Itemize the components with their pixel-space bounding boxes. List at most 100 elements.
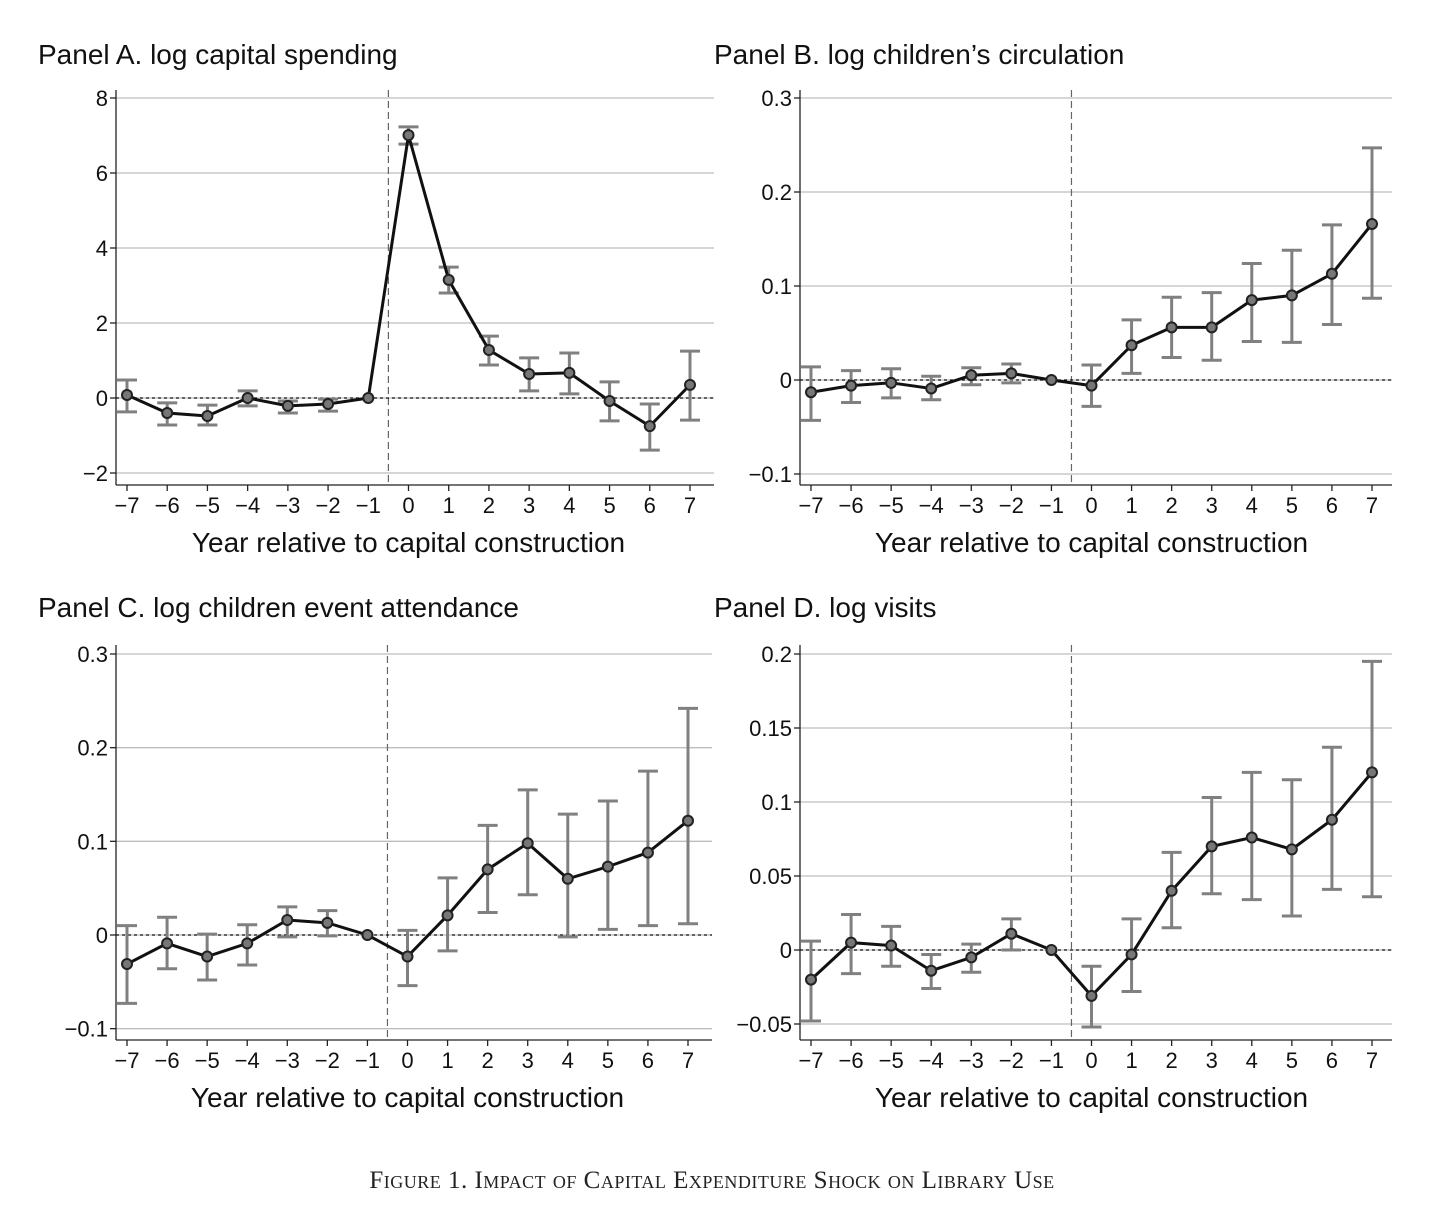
- data-point: [885, 939, 898, 952]
- data-point: [161, 407, 174, 419]
- data-point: [601, 860, 614, 873]
- panel-title: Panel C. log children event attendance: [38, 592, 519, 623]
- x-tick-label: 1: [443, 493, 455, 518]
- data-point: [925, 964, 938, 977]
- panel-title: Panel A. log capital spending: [38, 39, 398, 70]
- data-point: [1366, 766, 1378, 779]
- x-tick-label: 3: [523, 493, 535, 518]
- y-tick-label: 0.2: [761, 642, 792, 667]
- series-line: [809, 771, 1374, 999]
- y-tick-label: −0.05: [736, 1012, 792, 1037]
- y-tick-label: 0.3: [77, 642, 108, 667]
- x-tick-label: −4: [235, 1048, 260, 1073]
- y-tick-label: 0.15: [749, 716, 792, 741]
- data-point: [361, 929, 374, 941]
- x-tick-label: 2: [482, 1048, 494, 1073]
- panel-title: Panel D. log visits: [714, 592, 937, 623]
- data-point: [1005, 367, 1018, 380]
- x-tick-label: 3: [1206, 1048, 1218, 1073]
- data-point: [241, 937, 254, 950]
- x-tick-label: −5: [879, 1048, 904, 1073]
- x-tick-label: 4: [1246, 1048, 1258, 1073]
- data-point: [1245, 831, 1258, 844]
- data-point: [965, 951, 978, 964]
- x-tick-label: 7: [1366, 1048, 1378, 1073]
- data-point: [1165, 884, 1178, 897]
- y-tick-label: 0.1: [761, 274, 792, 299]
- x-tick-label: −1: [355, 1048, 380, 1073]
- x-tick-label: 7: [684, 493, 696, 518]
- y-tick-label: 0.1: [761, 790, 792, 815]
- data-point: [1285, 289, 1298, 302]
- data-point: [1085, 379, 1098, 392]
- x-tick-label: 3: [1206, 493, 1218, 518]
- data-point: [281, 914, 294, 927]
- x-tick-label: 0: [1085, 1048, 1097, 1073]
- x-tick-label: 6: [644, 493, 656, 518]
- data-point: [523, 368, 536, 380]
- data-point: [481, 863, 494, 876]
- data-point: [482, 344, 495, 356]
- data-point: [401, 950, 414, 963]
- data-point: [845, 379, 858, 392]
- data-point: [1165, 321, 1178, 334]
- data-point: [805, 973, 817, 986]
- x-tick-label: 5: [602, 1048, 614, 1073]
- data-point: [885, 376, 898, 389]
- x-tick-label: 6: [642, 1048, 654, 1073]
- x-tick-label: 7: [1366, 493, 1378, 518]
- data-point: [1005, 927, 1018, 940]
- data-point: [682, 814, 694, 827]
- data-point: [1085, 989, 1098, 1002]
- x-tick-label: −1: [1039, 493, 1064, 518]
- x-tick-label: −7: [114, 493, 139, 518]
- x-tick-label: 0: [402, 493, 414, 518]
- data-point: [362, 392, 375, 404]
- data-point: [201, 410, 214, 422]
- data-point: [322, 398, 335, 410]
- x-tick-label: 1: [441, 1048, 453, 1073]
- y-tick-label: 0: [780, 368, 792, 393]
- x-axis-label: Year relative to capital construction: [191, 1082, 624, 1113]
- panel-b: Panel B. log children’s circulation −0.1 0…: [714, 39, 1392, 558]
- y-tick-label: 0: [780, 938, 792, 963]
- x-tick-label: 1: [1125, 1048, 1137, 1073]
- data-point: [161, 937, 174, 950]
- x-tick-label: −2: [315, 1048, 340, 1073]
- data-point: [321, 916, 334, 929]
- y-tick-label: 0.05: [749, 864, 792, 889]
- x-tick-label: −3: [959, 1048, 984, 1073]
- data-point: [121, 389, 133, 401]
- data-point: [442, 273, 455, 286]
- x-tick-label: 6: [1326, 1048, 1338, 1073]
- x-tick-label: 0: [1085, 493, 1097, 518]
- data-point: [1325, 813, 1338, 826]
- data-point: [845, 936, 858, 949]
- x-tick-label: 4: [563, 493, 575, 518]
- y-tick-label: 6: [96, 161, 108, 186]
- y-tick-label: 2: [96, 311, 108, 336]
- x-tick-label: −6: [839, 493, 864, 518]
- x-tick-label: −5: [195, 1048, 220, 1073]
- x-tick-label: 1: [1125, 493, 1137, 518]
- x-tick-label: 6: [1326, 493, 1338, 518]
- data-point: [563, 366, 576, 379]
- data-point: [281, 399, 294, 412]
- panel-a: Panel A. log capital spending −2 0 2 4 6 8 −7 −6…: [38, 39, 714, 558]
- error-bar: [1362, 659, 1382, 899]
- x-tick-label: −6: [839, 1048, 864, 1073]
- x-tick-label: −4: [919, 1048, 944, 1073]
- data-point: [441, 909, 454, 922]
- y-tick-label: 0.3: [761, 86, 792, 111]
- x-axis-label: Year relative to capital construction: [192, 527, 625, 558]
- y-tick-label: 0: [96, 923, 108, 948]
- data-point: [805, 386, 817, 399]
- x-tick-label: 2: [483, 493, 495, 518]
- x-tick-label: −4: [235, 493, 260, 518]
- data-point: [1205, 840, 1218, 853]
- y-tick-label: 0.1: [77, 829, 108, 854]
- x-tick-label: −4: [919, 493, 944, 518]
- x-tick-label: −7: [114, 1048, 139, 1073]
